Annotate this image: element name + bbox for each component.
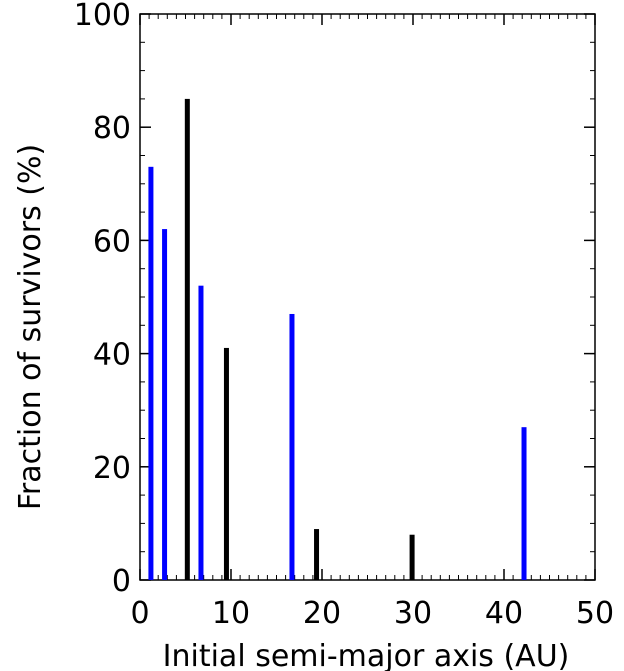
major-ticks xyxy=(139,13,596,581)
bar-series-1 xyxy=(162,229,168,580)
y-tick-label: 40 xyxy=(93,338,131,373)
plot-border xyxy=(139,13,596,581)
bar-series-1 xyxy=(289,313,295,580)
y-tick-label: 80 xyxy=(93,111,131,146)
x-tick-labels: 0 10 20 30 40 50 xyxy=(130,596,614,631)
bars xyxy=(148,98,527,581)
bar-series-1 xyxy=(148,166,154,580)
bar-series-2 xyxy=(184,98,190,581)
y-tick-label: 100 xyxy=(74,0,131,33)
plot-frame xyxy=(139,13,596,581)
y-tick-labels: 0 20 40 60 80 100 xyxy=(74,0,131,599)
y-axis-label: Fraction of survivors (%) xyxy=(13,144,48,510)
x-tick-label: 30 xyxy=(394,596,432,631)
x-axis-label: Initial semi-major axis (AU) xyxy=(163,639,570,671)
x-tick-label: 50 xyxy=(576,596,614,631)
y-tick-label: 0 xyxy=(112,564,131,599)
bar-series-2 xyxy=(223,347,229,580)
bar-series-2 xyxy=(314,529,320,580)
x-tick-label: 0 xyxy=(130,596,149,631)
bar-series-1 xyxy=(521,427,527,580)
bar-series-2 xyxy=(409,534,415,580)
y-tick-label: 60 xyxy=(93,224,131,259)
minor-ticks xyxy=(139,13,596,581)
x-tick-label: 40 xyxy=(485,596,523,631)
x-tick-label: 20 xyxy=(303,596,341,631)
x-tick-label: 10 xyxy=(212,596,250,631)
bar-series-1 xyxy=(198,285,204,580)
y-tick-label: 20 xyxy=(93,451,131,486)
